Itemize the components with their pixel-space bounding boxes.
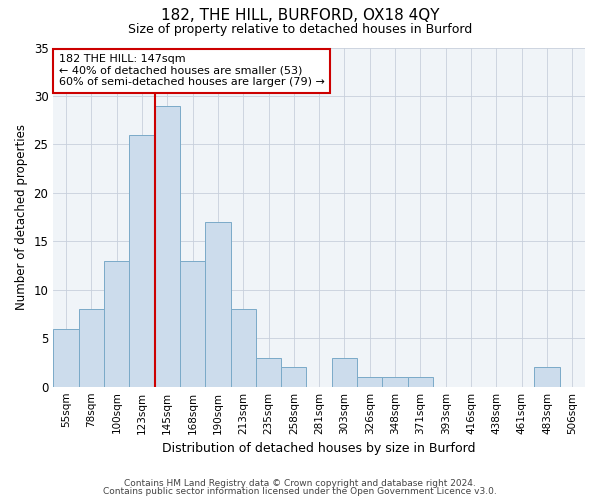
Y-axis label: Number of detached properties: Number of detached properties: [15, 124, 28, 310]
Bar: [53, 328, 79, 386]
Text: Contains HM Land Registry data © Crown copyright and database right 2024.: Contains HM Land Registry data © Crown c…: [124, 478, 476, 488]
Text: Contains public sector information licensed under the Open Government Licence v3: Contains public sector information licen…: [103, 487, 497, 496]
Bar: [332, 358, 357, 386]
Bar: [357, 377, 382, 386]
Bar: [408, 377, 433, 386]
Bar: [281, 368, 307, 386]
Text: 182 THE HILL: 147sqm
← 40% of detached houses are smaller (53)
60% of semi-detac: 182 THE HILL: 147sqm ← 40% of detached h…: [59, 54, 325, 88]
Text: Size of property relative to detached houses in Burford: Size of property relative to detached ho…: [128, 22, 472, 36]
Bar: [155, 106, 180, 386]
Bar: [129, 134, 155, 386]
Bar: [104, 260, 129, 386]
Bar: [79, 309, 104, 386]
Text: 182, THE HILL, BURFORD, OX18 4QY: 182, THE HILL, BURFORD, OX18 4QY: [161, 8, 439, 22]
Bar: [382, 377, 408, 386]
X-axis label: Distribution of detached houses by size in Burford: Distribution of detached houses by size …: [163, 442, 476, 455]
Bar: [230, 309, 256, 386]
Bar: [256, 358, 281, 386]
Bar: [535, 368, 560, 386]
Bar: [180, 260, 205, 386]
Bar: [205, 222, 230, 386]
